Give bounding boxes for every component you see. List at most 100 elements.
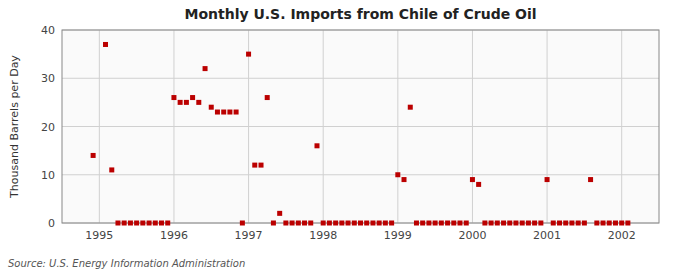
point: [178, 100, 183, 105]
tick-label: 2001: [533, 229, 561, 242]
point: [563, 221, 568, 226]
point: [358, 221, 363, 226]
tick-label: 1995: [85, 229, 113, 242]
point: [227, 110, 232, 115]
point: [420, 221, 425, 226]
point: [582, 221, 587, 226]
point: [433, 221, 438, 226]
point: [147, 221, 152, 226]
point: [215, 110, 220, 115]
point: [352, 221, 357, 226]
point: [383, 221, 388, 226]
point: [128, 221, 133, 226]
point: [445, 221, 450, 226]
point: [115, 221, 120, 226]
tick-label: 1999: [384, 229, 412, 242]
point: [538, 221, 543, 226]
point: [252, 163, 257, 168]
grid-line: [397, 30, 398, 223]
points: [91, 42, 631, 226]
point: [532, 221, 537, 226]
tick-label: 0: [48, 217, 55, 230]
point: [134, 221, 139, 226]
point: [451, 221, 456, 226]
grid-line: [173, 30, 174, 223]
point: [576, 221, 581, 226]
point: [489, 221, 494, 226]
tick-label: 10: [41, 169, 55, 182]
point: [557, 221, 562, 226]
point: [551, 221, 556, 226]
point: [464, 221, 469, 226]
plot-area: [62, 30, 659, 223]
point: [283, 221, 288, 226]
point: [302, 221, 307, 226]
point: [395, 172, 400, 177]
point: [196, 100, 201, 105]
title: Monthly U.S. Imports from Chile of Crude…: [184, 6, 536, 22]
point: [209, 105, 214, 110]
point: [613, 221, 618, 226]
grid: [62, 30, 659, 223]
grid-line: [99, 30, 100, 223]
point: [520, 221, 525, 226]
point: [370, 221, 375, 226]
plot-frame: [62, 30, 659, 223]
point: [389, 221, 394, 226]
grid-line: [547, 30, 548, 223]
point: [234, 110, 239, 115]
point: [203, 66, 208, 71]
point: [246, 52, 251, 57]
point: [594, 221, 599, 226]
point: [495, 221, 500, 226]
point: [377, 221, 382, 226]
point: [221, 110, 226, 115]
point: [457, 221, 462, 226]
tick-label: 1998: [309, 229, 337, 242]
chart: 0102030401995199619971998199920002001200…: [0, 0, 675, 275]
tick-label: 2002: [608, 229, 636, 242]
point: [140, 221, 145, 226]
point: [171, 95, 176, 100]
point: [619, 221, 624, 226]
point: [153, 221, 158, 226]
axis-label: Thousand Barrels per Day: [8, 55, 21, 199]
point: [364, 221, 369, 226]
tick-label: 20: [41, 121, 55, 134]
point: [314, 143, 319, 148]
point: [159, 221, 164, 226]
point: [333, 221, 338, 226]
point: [588, 177, 593, 182]
point: [321, 221, 326, 226]
point: [346, 221, 351, 226]
tick-label: 1996: [160, 229, 188, 242]
point: [91, 153, 96, 158]
point: [402, 177, 407, 182]
point: [625, 221, 630, 226]
grid-line: [248, 30, 249, 223]
grid-line: [472, 30, 473, 223]
tick-label: 1997: [235, 229, 263, 242]
point: [296, 221, 301, 226]
point: [569, 221, 574, 226]
point: [259, 163, 264, 168]
grid-line: [62, 126, 659, 127]
point: [408, 105, 413, 110]
point: [476, 182, 481, 187]
grid-line: [621, 30, 622, 223]
grid-line: [323, 30, 324, 223]
point: [271, 221, 276, 226]
point: [339, 221, 344, 226]
point: [439, 221, 444, 226]
point: [165, 221, 170, 226]
point: [470, 177, 475, 182]
point: [601, 221, 606, 226]
grid-line: [62, 174, 659, 175]
point: [308, 221, 313, 226]
point: [277, 211, 282, 216]
point: [507, 221, 512, 226]
point: [265, 95, 270, 100]
point: [513, 221, 518, 226]
point: [109, 167, 114, 172]
point: [526, 221, 531, 226]
